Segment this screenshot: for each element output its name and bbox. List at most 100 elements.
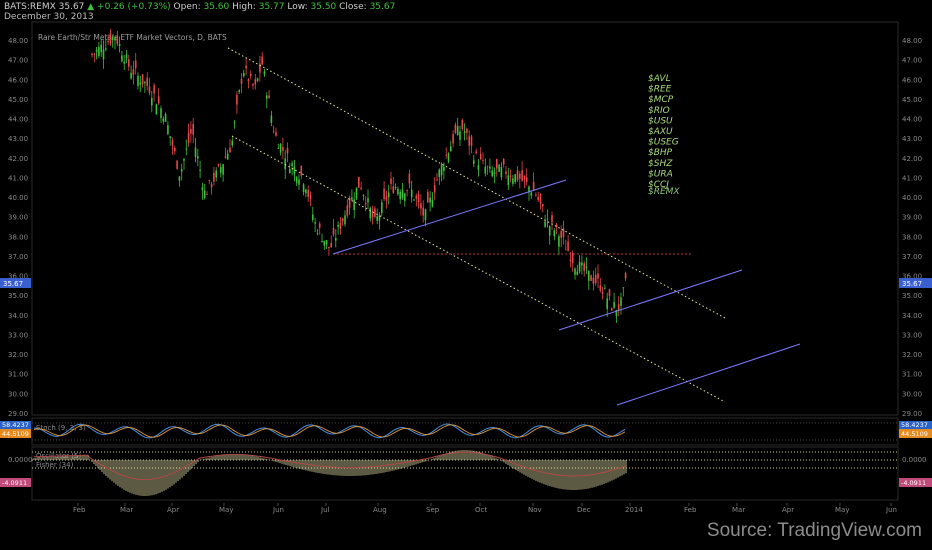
price-tick-right: 36.00 [902,273,922,281]
candle-body [155,104,158,115]
candle-body [245,65,247,69]
candle-body [583,263,585,271]
candle-body [109,33,112,44]
candle-body [574,268,576,275]
candle-body [500,167,503,178]
symbol-list-item: $USEG [648,138,679,148]
candle-body [622,287,625,289]
candle-body [491,170,493,176]
candle-body [279,143,282,153]
time-tick: Mar [732,506,745,514]
open-label: Open: [173,2,201,12]
candle-body [484,166,487,174]
fisher-label: Fisher (34) [36,461,74,469]
stoch-badge-orange-right-bg [899,429,932,438]
price-tick-right: 29.00 [902,410,922,418]
candle-body [272,131,275,132]
candle-body [364,203,367,205]
time-tick: Jul [320,506,330,514]
candle-body [231,140,234,146]
candle-body [514,174,516,182]
candle-body [624,273,627,279]
candle-body [238,90,240,92]
stoch-value-orange-left: 44.5109 [2,430,29,438]
price-tick-left: 30.00 [8,390,28,398]
price-tick-right: 46.00 [902,76,922,84]
price-tick-right: 42.00 [902,155,922,163]
candle-body [316,233,319,234]
candle-body [601,292,604,294]
candle-body [249,73,252,76]
candle-body [183,159,185,161]
candle-body [226,153,229,160]
time-tick: Jun [272,506,284,514]
symbol-list-item: $AXU [648,127,673,137]
candle-body [581,262,583,266]
close-label: Close: [339,2,367,12]
candle-body [537,196,539,201]
symbol-list-item: $AVL [648,74,671,84]
stoch-value-blue-left: 58.4237 [2,421,29,429]
candle-body [362,195,365,196]
price-tick-left: 40.00 [8,194,28,202]
candle-body [454,124,457,133]
candle-body [569,259,572,262]
candle-body [461,119,464,130]
candle-body [404,193,406,201]
candle-body [539,193,542,204]
candle-body [606,298,608,310]
candle-body [468,136,470,146]
candle-body [496,159,498,169]
candle-body [399,191,401,200]
price-tick-right: 48.00 [902,37,922,45]
candle-body [424,209,427,221]
symbol-list-item: $SHZ [648,159,673,169]
fisher-line [33,451,627,481]
time-tick: Mar [120,506,133,514]
candle-body [505,171,507,174]
candle-body [360,187,362,190]
candle-body [128,59,130,67]
price-tick-right: 47.00 [902,57,922,65]
candle-body [321,240,323,242]
candle-body [562,228,565,237]
blue-trendline-3 [616,343,801,406]
candle-body [318,223,321,228]
price-tick-left: 37.00 [8,253,28,261]
candle-body [125,54,128,59]
candle-body [240,78,243,84]
price-tick-left: 41.00 [8,174,28,182]
candle-body [307,189,309,197]
symbol-list-item: $URA [648,169,673,179]
candle-body [208,180,211,181]
candle-body [427,191,429,203]
candle-body [592,277,595,284]
candle-body [489,166,491,169]
candle-body [153,85,155,94]
price-tick-left: 33.00 [8,331,28,339]
candle-body [137,75,139,86]
candle-body [617,304,620,311]
candle-body [367,198,369,203]
price-tick-right: 31.00 [902,371,922,379]
candle-body [266,95,268,99]
candle-body [132,69,135,75]
candle-body [210,183,213,188]
symbol-list-item: $USU [648,116,673,126]
fisher-zero-left: 0.0000 [8,456,33,464]
chart-title: Rare Earth/Str Metals ETF Market Vectors… [38,33,227,42]
candle-body [358,176,360,188]
price-tick-left: 38.00 [8,233,28,241]
candle-body [560,230,562,238]
candle-body [433,184,436,193]
candle-body [567,241,569,251]
candle-body [611,308,613,311]
time-tick: Nov [528,506,542,514]
candle-body [447,153,450,162]
price-tick-right: 37.00 [902,253,922,261]
candle-body [351,197,353,200]
candle-body [443,166,445,171]
lower-channel-dotted-line [231,135,726,403]
candle-body [542,204,544,207]
